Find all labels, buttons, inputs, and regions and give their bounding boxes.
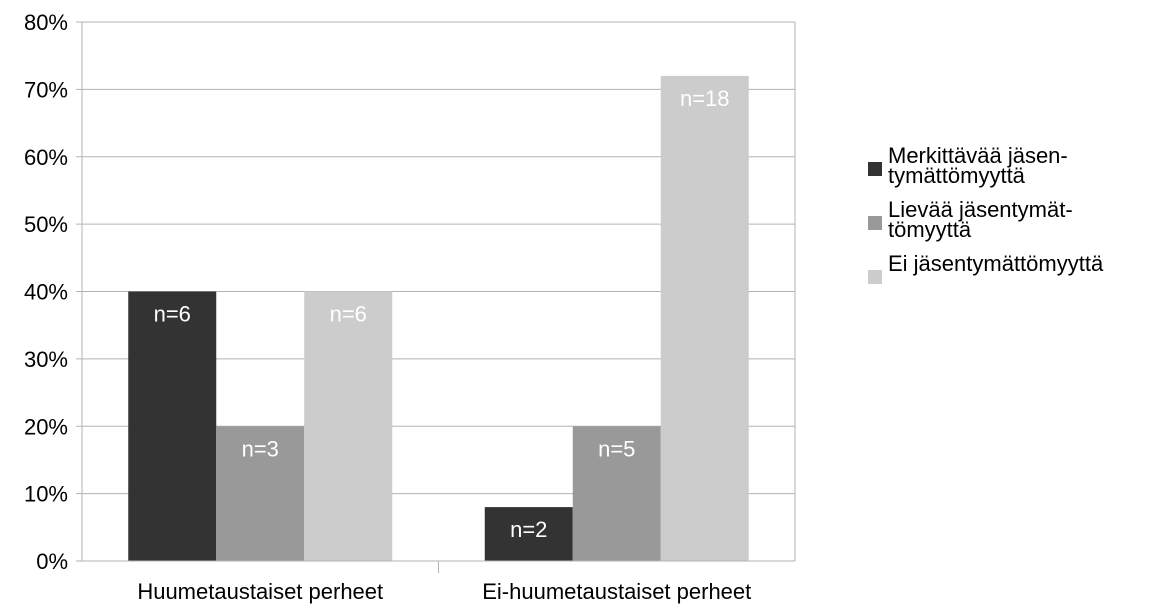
y-tick-label: 50% (24, 212, 68, 237)
x-category-label: Ei-huumetaustaiset perheet (482, 579, 751, 604)
x-category-label: Huumetaustaiset perheet (137, 579, 383, 604)
legend-label: Lievää jäsentymät-tömyyttä (888, 197, 1073, 242)
bar-data-label: n=6 (154, 302, 191, 327)
legend-label: Merkittävää jäsen-tymättömyyttä (888, 143, 1068, 188)
data-labels: n=6 n=3 n=6 n=2 n=5 n=18 (154, 86, 730, 542)
legend-swatch (868, 162, 882, 176)
legend-swatch (868, 216, 882, 230)
bar (484, 507, 573, 561)
bar (304, 291, 393, 561)
bar-data-label: n=18 (680, 86, 730, 111)
y-tick-label: 80% (24, 10, 68, 35)
bar-data-label: n=2 (510, 517, 547, 542)
bar (216, 426, 305, 561)
bars (128, 75, 749, 562)
y-tick-label: 70% (24, 77, 68, 102)
bar (128, 291, 217, 561)
bar (572, 426, 661, 561)
y-axis-ticks: 0% 10% 20% 30% 40% 50% 60% 70% 80% (24, 10, 82, 574)
legend-swatch (868, 270, 882, 284)
x-axis-categories: Huumetaustaiset perheet Ei-huumetaustaise… (137, 579, 751, 604)
legend-item: Merkittävää jäsen-tymättömyyttä (868, 143, 1158, 188)
y-tick-label: 20% (24, 414, 68, 439)
y-tick-label: 60% (24, 145, 68, 170)
bar-data-label: n=5 (598, 436, 635, 461)
legend-item: Ei jäsentymättömyyttä (868, 251, 1158, 284)
legend: Merkittävää jäsen-tymättömyyttä Lievää jä… (868, 143, 1158, 298)
y-tick-label: 30% (24, 347, 68, 372)
legend-item: Lievää jäsentymät-tömyyttä (868, 197, 1158, 242)
legend-label: Ei jäsentymättömyyttä (888, 251, 1104, 276)
bar (660, 75, 749, 562)
bar-data-label: n=3 (242, 436, 279, 461)
bar-data-label: n=6 (330, 302, 367, 327)
y-tick-label: 40% (24, 280, 68, 305)
y-tick-label: 10% (24, 482, 68, 507)
y-tick-label: 0% (36, 549, 68, 574)
